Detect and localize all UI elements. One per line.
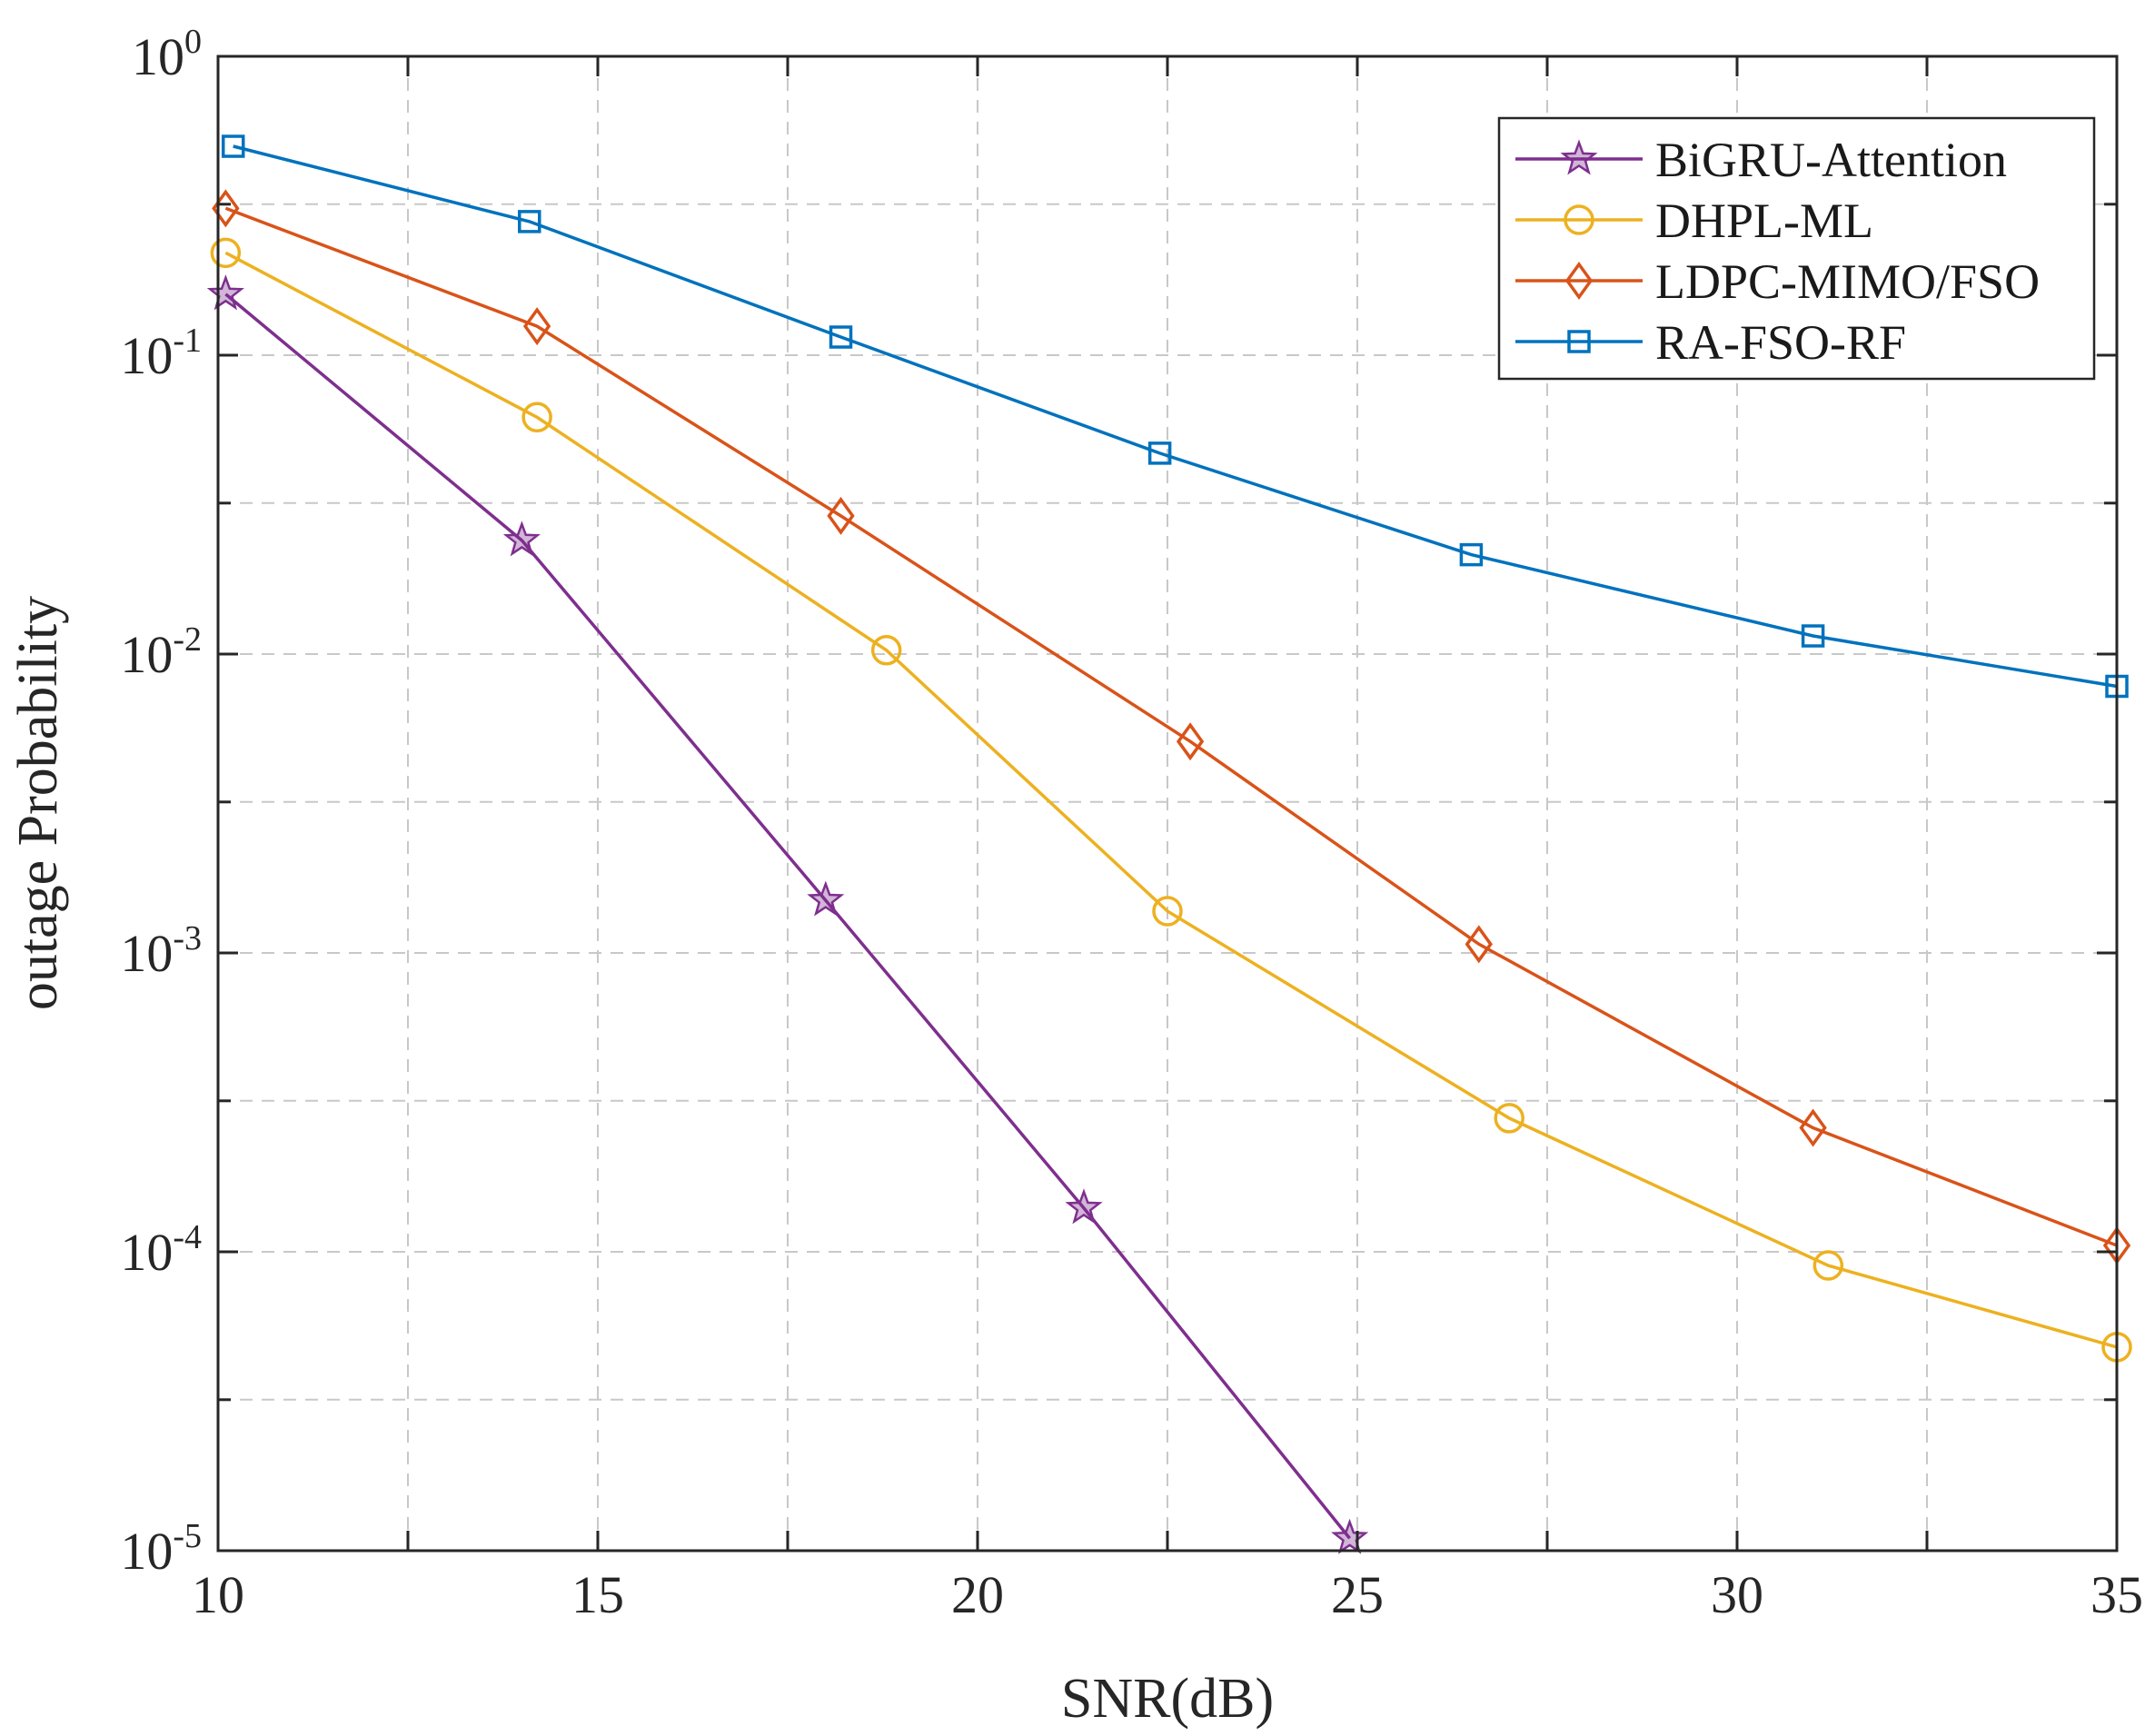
legend-item-dhpl-ml: DHPL-ML: [1515, 193, 1873, 248]
legend-marker: [1564, 262, 1594, 300]
y-tick-label: 10-1: [120, 322, 202, 385]
x-tick-label: 30: [1711, 1565, 1763, 1624]
series-line-dhpl-ml: [224, 251, 2118, 1349]
y-tick-label: 100: [132, 23, 202, 86]
data-point-ra-fso-rf: [1147, 441, 1172, 465]
y-axis-label: outage Probability: [7, 596, 69, 1010]
data-point-ldpc-mimo-fso: [1465, 925, 1493, 964]
x-tick-label: 15: [571, 1565, 624, 1624]
data-point-ldpc-mimo-fso: [1799, 1108, 1827, 1147]
x-tick-label: 10: [192, 1565, 244, 1624]
y-tick-label: 10-5: [120, 1517, 202, 1581]
data-point-ra-fso-rf: [518, 210, 541, 233]
legend-marker: [1564, 204, 1594, 235]
legend: BiGRU-Attention DHPL-ML LDPC-MIMO/FSO RA-FS…: [1497, 116, 2096, 381]
legend-label: BiGRU-Attention: [1655, 133, 2007, 187]
series-line-ra-fso-rf: [233, 144, 2118, 689]
data-point-dhpl-ml: [521, 402, 552, 433]
y-tick-labels: 100 10-1 10-2 10-3 10-4 10-5: [120, 23, 202, 1581]
data-point-ra-fso-rf: [1459, 542, 1484, 567]
data-point-ldpc-mimo-fso: [1176, 722, 1205, 761]
y-tick-label: 10-4: [120, 1218, 202, 1282]
data-point-ldpc-mimo-fso: [827, 496, 855, 535]
axis-ticks: [216, 55, 2119, 1552]
x-tick-label: 25: [1331, 1565, 1384, 1624]
data-point-dhpl-ml: [870, 635, 902, 666]
legend-label: RA-FSO-RF: [1655, 315, 1906, 370]
legend-item-bigru-attention: BiGRU-Attention: [1515, 133, 2007, 187]
legend-item-ldpc-mimo-fso: LDPC-MIMO/FSO: [1515, 254, 2040, 309]
data-point-ldpc-mimo-fso: [522, 307, 551, 346]
legend-marker: [1560, 139, 1598, 175]
data-point-bigru-attention: [206, 274, 244, 311]
data-point-bigru-attention: [807, 880, 845, 917]
y-tick-label: 10-3: [120, 919, 202, 983]
data-point-bigru-attention: [502, 521, 541, 557]
series-bigru-attention: [206, 274, 1369, 1554]
data-point-bigru-attention: [1331, 1518, 1369, 1554]
legend-marker: [1567, 330, 1591, 353]
data-point-dhpl-ml: [1494, 1103, 1524, 1134]
legend-item-ra-fso-rf: RA-FSO-RF: [1515, 315, 1906, 370]
legend-label: DHPL-ML: [1655, 193, 1873, 248]
series-line-ldpc-mimo-fso: [224, 206, 2118, 1247]
x-tick-label: 35: [2090, 1565, 2143, 1624]
data-point-dhpl-ml: [210, 237, 242, 269]
series-line-bigru-attention: [224, 293, 1351, 1540]
data-point-ra-fso-rf: [221, 134, 245, 158]
data-point-ra-fso-rf: [1801, 624, 1825, 648]
series-dhpl-ml: [210, 237, 2132, 1363]
x-axis-label: SNR(dB): [1061, 1668, 1274, 1730]
legend-label: LDPC-MIMO/FSO: [1655, 254, 2040, 309]
series-ra-fso-rf: [221, 134, 2129, 699]
series-lines: [206, 134, 2132, 1554]
data-point-dhpl-ml: [1812, 1250, 1844, 1281]
y-tick-label: 10-2: [120, 620, 202, 684]
grid-lines: [218, 56, 2117, 1551]
data-point-ra-fso-rf: [829, 325, 853, 349]
x-tick-labels: 10 15 20 25 30 35: [192, 1565, 2143, 1624]
x-tick-label: 20: [951, 1565, 1004, 1624]
data-point-dhpl-ml: [1152, 896, 1183, 927]
data-point-bigru-attention: [1065, 1188, 1103, 1225]
legend-box: [1497, 116, 2096, 381]
